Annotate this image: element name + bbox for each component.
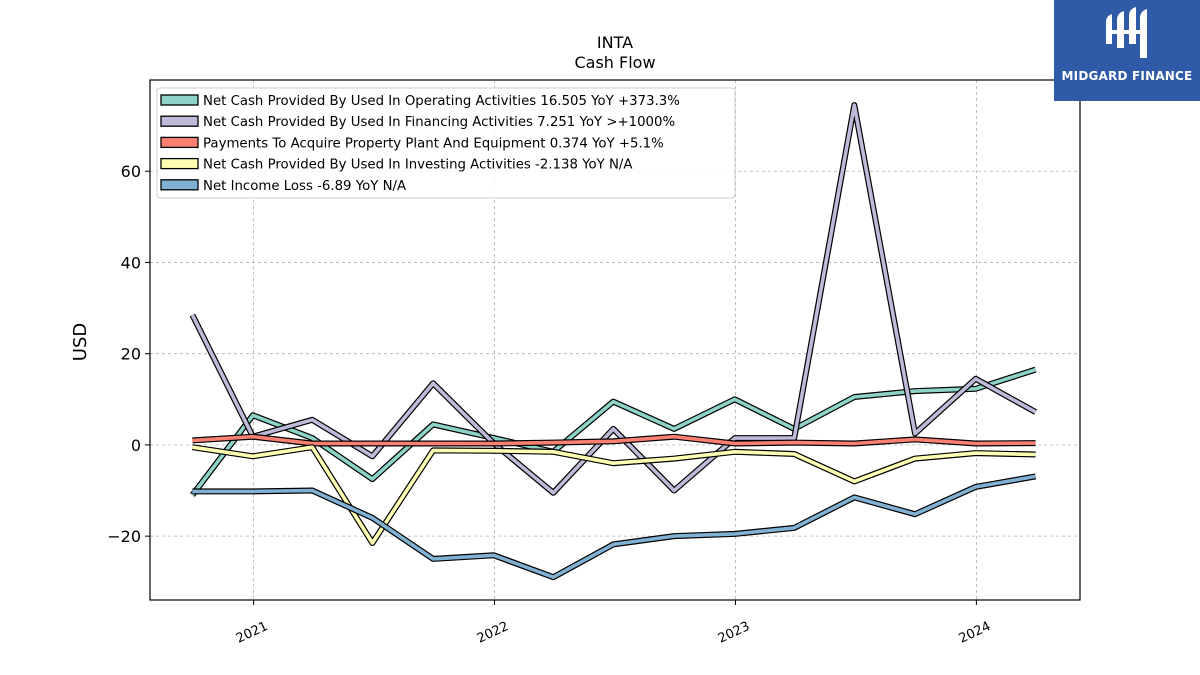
legend-swatch	[160, 136, 199, 149]
chart-title: INTA	[597, 33, 633, 52]
legend-label: Payments To Acquire Property Plant And E…	[203, 136, 664, 151]
series-stroke	[190, 103, 1037, 495]
plot-frame	[149, 79, 1081, 601]
series-line-1	[190, 366, 1037, 497]
series-stroke	[192, 434, 1036, 446]
y-tick-label: −20	[107, 527, 141, 546]
series-outline	[192, 473, 1037, 581]
series-stroke	[190, 367, 1037, 497]
series-line-5	[192, 473, 1037, 581]
series-stroke	[192, 474, 1036, 580]
legend-swatch	[160, 115, 199, 127]
legend-label: Net Cash Provided By Used In Financing A…	[203, 115, 675, 130]
legend-label: Net Cash Provided By Used In Operating A…	[203, 94, 680, 109]
x-tick-label: 2023	[716, 619, 752, 647]
legend-box	[156, 87, 736, 199]
series-layer	[189, 102, 1038, 581]
legend-swatch	[160, 157, 199, 170]
series-line-3	[192, 433, 1036, 447]
y-tick-label: 20	[121, 345, 141, 364]
legend-swatch	[160, 94, 199, 106]
legend-swatch	[160, 179, 199, 191]
logo-text: MIDGARD FINANCE	[1061, 69, 1193, 83]
y-tick-label: 60	[121, 162, 141, 181]
legend: Net Cash Provided By Used In Operating A…	[156, 87, 736, 199]
x-tick-label: 2022	[475, 619, 511, 647]
logo-mark-icon	[1106, 7, 1147, 58]
x-tick-label: 2021	[234, 619, 270, 647]
y-axis-label: USD	[70, 323, 91, 361]
x-tick-label: 2024	[957, 619, 993, 647]
y-tick-label: 0	[131, 436, 141, 455]
legend-label: Net Cash Provided By Used In Investing A…	[203, 158, 633, 173]
legend-label: Net Income Loss -6.89 YoY N/A	[203, 179, 406, 194]
series-line-4	[191, 444, 1036, 546]
series-stroke	[192, 445, 1036, 545]
chart-subtitle: Cash Flow	[574, 53, 655, 72]
y-tick-label: 40	[121, 253, 141, 272]
series-line-2	[189, 102, 1038, 496]
midgard-finance-logo: MIDGARD FINANCE	[1054, 0, 1200, 101]
